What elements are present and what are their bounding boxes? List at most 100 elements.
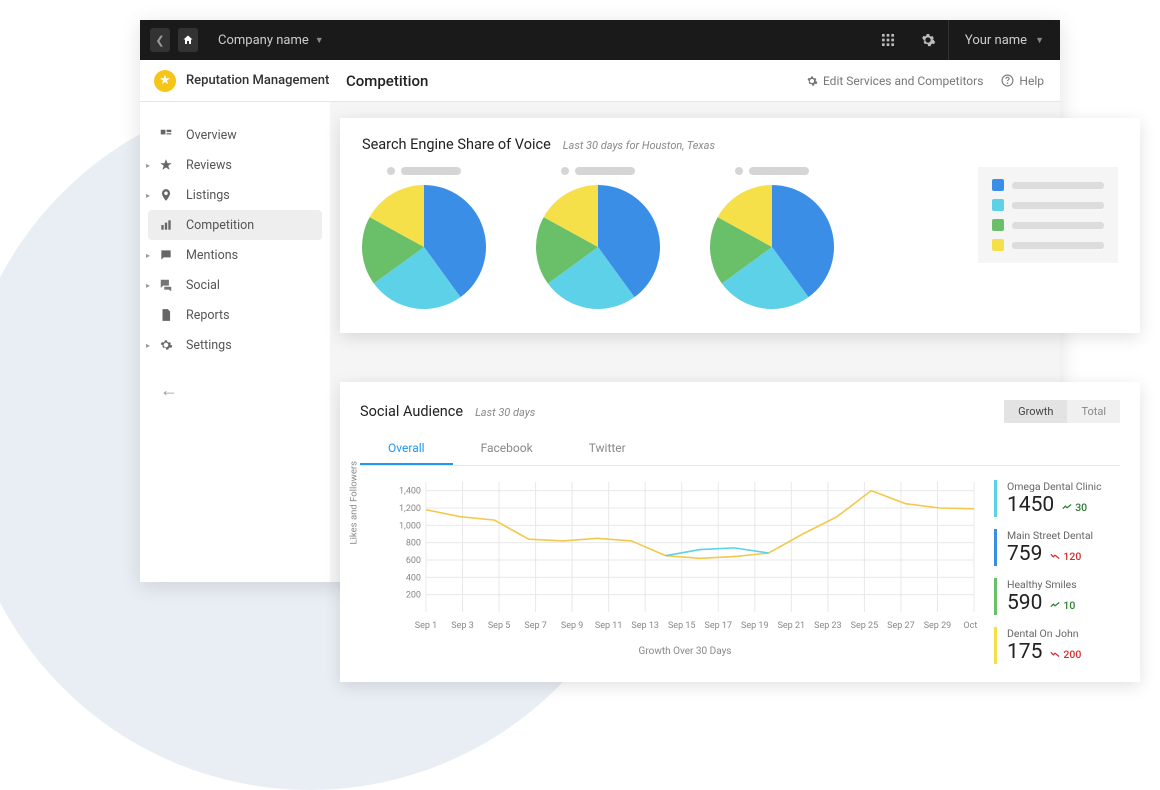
- stats-column: Omega Dental Clinic1450 30Main Street De…: [980, 480, 1120, 664]
- tab-overall[interactable]: Overall: [360, 433, 453, 465]
- stat-name: Healthy Smiles: [1007, 578, 1120, 591]
- sidebar-item-label: Reports: [186, 308, 230, 323]
- stat-value: 1450: [1007, 493, 1054, 517]
- share-of-voice-card: Search Engine Share of Voice Last 30 day…: [340, 118, 1140, 333]
- sidebar-item-label: Social: [186, 278, 220, 293]
- sidebar-item-social[interactable]: ▸ Social: [140, 270, 330, 300]
- star-icon: [158, 157, 174, 173]
- sidebar-item-overview[interactable]: Overview: [140, 120, 330, 150]
- legend-swatch: [992, 219, 1004, 231]
- pie-legend: [978, 167, 1118, 263]
- sidebar-item-mentions[interactable]: ▸Mentions: [140, 240, 330, 270]
- chevron-down-icon: ▼: [315, 35, 324, 46]
- sidebar-item-label: Reviews: [186, 158, 232, 173]
- legend-row: [992, 179, 1104, 191]
- social-audience-card: Social Audience Last 30 days Growth Tota…: [340, 382, 1140, 682]
- legend-row: [992, 239, 1104, 251]
- home-nav-button[interactable]: [178, 28, 198, 52]
- pie-chart: [536, 185, 660, 309]
- stat-name: Dental On John: [1007, 627, 1120, 640]
- legend-row: [992, 199, 1104, 211]
- brand-block: ★ Reputation Management: [140, 70, 330, 92]
- growth-total-toggle: Growth Total: [1004, 400, 1120, 423]
- sidebar: Overview▸Reviews▸ListingsCompetition▸Men…: [140, 102, 330, 582]
- company-selector[interactable]: Company name ▼: [218, 33, 324, 48]
- main-content: Search Engine Share of Voice Last 30 day…: [330, 102, 1060, 582]
- svg-text:200: 200: [406, 591, 421, 601]
- help-link[interactable]: Help: [1001, 74, 1044, 88]
- apps-grid-button[interactable]: [868, 20, 908, 60]
- legend-label-placeholder: [1012, 242, 1104, 249]
- svg-text:1,200: 1,200: [399, 504, 421, 514]
- gear-icon: [158, 337, 174, 353]
- expand-icon: ▸: [146, 161, 150, 170]
- topbar: ❮ Company name ▼ Your name ▼: [140, 20, 1060, 60]
- sidebar-item-reports[interactable]: Reports: [140, 300, 330, 330]
- svg-text:Sep 17: Sep 17: [705, 621, 733, 631]
- page-title: Competition: [330, 72, 428, 90]
- toggle-total[interactable]: Total: [1067, 400, 1120, 423]
- user-menu[interactable]: Your name ▼: [949, 33, 1060, 48]
- brand-star-icon: ★: [154, 70, 176, 92]
- edit-services-label: Edit Services and Competitors: [823, 74, 983, 88]
- stat-delta: 120: [1050, 550, 1081, 563]
- legend-row: [992, 219, 1104, 231]
- bars-icon: [158, 217, 174, 233]
- stat-name: Main Street Dental: [1007, 529, 1120, 542]
- back-nav-button[interactable]: ❮: [150, 28, 170, 52]
- legend-swatch: [992, 179, 1004, 191]
- user-label: Your name: [965, 33, 1027, 48]
- svg-text:Sep 11: Sep 11: [595, 621, 623, 631]
- sidebar-item-settings[interactable]: ▸ Settings: [140, 330, 330, 360]
- card-subtitle: Last 30 days: [475, 406, 535, 419]
- competitor-stat: Healthy Smiles590 10: [994, 578, 1120, 615]
- stat-value: 759: [1007, 542, 1042, 566]
- svg-text:Sep 27: Sep 27: [887, 621, 915, 631]
- svg-text:Sep 29: Sep 29: [924, 621, 952, 631]
- svg-text:400: 400: [406, 573, 421, 583]
- home-icon: [182, 34, 194, 46]
- sidebar-item-label: Settings: [186, 338, 232, 353]
- expand-icon: ▸: [146, 281, 150, 290]
- expand-icon: ▸: [146, 341, 150, 350]
- social-tabs: OverallFacebookTwitter: [360, 433, 1120, 466]
- brand-title: Reputation Management: [186, 73, 329, 88]
- pie-chart: [710, 185, 834, 309]
- subheader: ★ Reputation Management Competition Edit…: [140, 60, 1060, 102]
- sidebar-item-competition[interactable]: Competition: [148, 210, 322, 240]
- dashboard-icon: [158, 127, 174, 143]
- company-label: Company name: [218, 33, 309, 48]
- competitor-stat: Dental On John175 200: [994, 627, 1120, 664]
- svg-text:Sep 5: Sep 5: [488, 621, 510, 631]
- svg-text:800: 800: [406, 539, 421, 549]
- legend-label-placeholder: [1012, 202, 1104, 209]
- pie-label-placeholder: [735, 167, 809, 175]
- tab-facebook[interactable]: Facebook: [453, 433, 561, 465]
- chat-icon: [158, 277, 174, 293]
- sidebar-item-label: Listings: [186, 188, 230, 203]
- collapse-sidebar-button[interactable]: ←: [140, 360, 330, 421]
- svg-text:Sep 15: Sep 15: [668, 621, 696, 631]
- legend-swatch: [992, 199, 1004, 211]
- svg-text:Sep 3: Sep 3: [451, 621, 473, 631]
- svg-text:Sep 23: Sep 23: [814, 621, 842, 631]
- doc-icon: [158, 307, 174, 323]
- svg-text:Sep 13: Sep 13: [631, 621, 659, 631]
- apps-grid-icon: [880, 32, 896, 48]
- pin-icon: [158, 187, 174, 203]
- toggle-growth[interactable]: Growth: [1004, 400, 1067, 423]
- sidebar-item-label: Competition: [186, 218, 254, 233]
- chart-x-label: Growth Over 30 Days: [390, 646, 980, 657]
- sidebar-item-label: Overview: [186, 128, 237, 143]
- edit-services-link[interactable]: Edit Services and Competitors: [806, 74, 983, 88]
- legend-label-placeholder: [1012, 222, 1104, 229]
- stat-value: 590: [1007, 591, 1042, 615]
- expand-icon: ▸: [146, 251, 150, 260]
- tab-twitter[interactable]: Twitter: [561, 433, 654, 465]
- gear-icon: [920, 32, 936, 48]
- sidebar-item-reviews[interactable]: ▸ Reviews: [140, 150, 330, 180]
- settings-button[interactable]: [908, 20, 948, 60]
- competitor-stat: Main Street Dental759 120: [994, 529, 1120, 566]
- sidebar-item-listings[interactable]: ▸Listings: [140, 180, 330, 210]
- stat-value: 175: [1007, 640, 1042, 664]
